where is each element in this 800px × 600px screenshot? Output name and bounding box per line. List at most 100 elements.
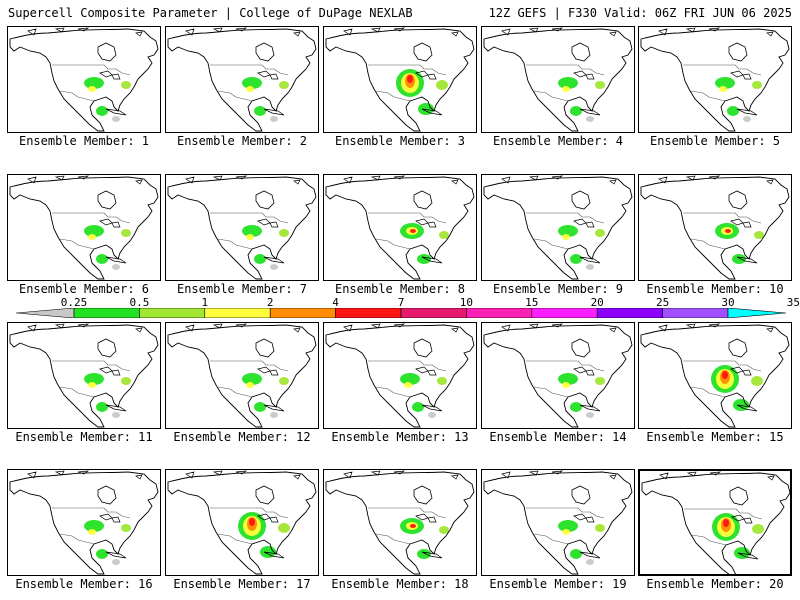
caribbean-islands	[736, 404, 758, 412]
scp-contour	[410, 524, 416, 528]
run-valid-time: 12Z GEFS | F330 Valid: 06Z FRI JUN 06 20…	[488, 6, 792, 20]
coastline	[483, 324, 633, 428]
colorbar-tick-label: 4	[332, 296, 339, 309]
member-map	[640, 323, 790, 428]
us-canada-border	[526, 212, 605, 224]
arctic-islands	[501, 323, 617, 333]
caribbean-islands	[421, 256, 443, 264]
hudson-bay	[255, 190, 275, 210]
colorbar-tick-label: 25	[655, 296, 670, 309]
scp-contour	[270, 116, 278, 122]
us-mexico-border	[533, 90, 569, 102]
us-canada-border	[368, 360, 447, 372]
arctic-islands	[343, 323, 459, 333]
coastline	[325, 176, 475, 280]
great-lakes	[257, 366, 279, 376]
hudson-bay	[571, 190, 591, 210]
scp-contour	[112, 559, 120, 565]
hudson-bay	[728, 338, 748, 358]
ensemble-member-label: Ensemble Member: 7	[176, 282, 308, 296]
hudson-bay	[728, 42, 748, 62]
coastline	[640, 28, 790, 132]
caribbean-islands	[579, 404, 601, 412]
scp-contour	[404, 382, 412, 388]
us-canada-border	[52, 360, 131, 372]
scp-contour	[410, 229, 416, 233]
hudson-bay	[97, 338, 117, 358]
scp-contour	[439, 526, 449, 534]
colorbar	[16, 308, 786, 318]
scp-contour	[407, 75, 413, 83]
great-lakes	[99, 218, 121, 228]
coastline	[9, 471, 159, 575]
member-map	[167, 27, 317, 132]
caribbean-islands	[105, 551, 127, 559]
scp-contour	[279, 229, 289, 237]
caribbean-islands	[105, 108, 127, 116]
ensemble-member-label: Ensemble Member: 11	[15, 430, 153, 444]
caribbean-islands	[737, 552, 759, 560]
us-mexico-border	[59, 533, 95, 545]
scp-contour	[242, 77, 262, 89]
colorbar-segment	[596, 308, 663, 318]
great-lakes	[573, 218, 595, 228]
scp-contour	[570, 254, 582, 264]
scp-contour	[558, 373, 578, 385]
us-canada-border	[52, 507, 131, 519]
member-map	[325, 27, 475, 132]
arctic-islands	[185, 323, 301, 333]
colorbar-tick-label: 7	[397, 296, 405, 309]
ensemble-member-panel	[165, 26, 319, 133]
ensemble-member-label: Ensemble Member: 2	[176, 134, 308, 148]
ensemble-member-label: Ensemble Member: 16	[15, 577, 153, 591]
us-canada-border	[52, 212, 131, 224]
member-map	[483, 470, 633, 575]
caribbean-islands	[421, 404, 443, 412]
great-lakes	[415, 218, 437, 228]
colorbar-segment	[662, 308, 729, 318]
colorbar-segment	[531, 308, 598, 318]
scp-contour	[254, 402, 266, 412]
ensemble-member-label: Ensemble Member: 8	[334, 282, 466, 296]
colorbar-tick-label: 0.25	[60, 296, 88, 309]
great-lakes	[257, 218, 279, 228]
hudson-bay	[729, 486, 749, 506]
scp-contour	[595, 81, 605, 89]
colorbar-tick-label: 15	[525, 296, 539, 309]
scp-contour	[121, 81, 131, 89]
caribbean-islands	[263, 551, 285, 559]
scp-contour	[722, 371, 728, 379]
us-canada-border	[368, 212, 447, 224]
scp-contour	[121, 524, 131, 532]
arctic-islands	[343, 470, 459, 480]
colorbar-segment	[204, 308, 271, 318]
scp-contour	[752, 524, 764, 534]
us-canada-border	[683, 212, 762, 224]
us-canada-border	[210, 212, 289, 224]
arctic-islands	[185, 27, 301, 37]
colorbar-min-arrow	[16, 308, 75, 318]
scp-contour	[570, 402, 582, 412]
scp-contour	[558, 520, 578, 532]
coastline	[9, 176, 159, 280]
caribbean-islands	[105, 256, 127, 264]
us-canada-border	[210, 64, 289, 76]
colorbar-segment	[269, 308, 336, 318]
us-mexico-border	[217, 238, 253, 250]
great-lakes	[573, 366, 595, 376]
ensemble-member-label: Ensemble Member: 1	[18, 134, 150, 148]
us-mexico-border	[375, 386, 411, 398]
us-mexico-border	[59, 386, 95, 398]
ensemble-member-label: Ensemble Member: 3	[334, 134, 466, 148]
great-lakes	[257, 70, 279, 80]
ensemble-member-label: Ensemble Member: 5	[649, 134, 781, 148]
scp-contour	[417, 549, 431, 559]
scp-contour	[719, 86, 727, 92]
ensemble-member-panel	[165, 322, 319, 429]
us-mexico-border	[690, 238, 726, 250]
scp-contour	[242, 373, 262, 385]
caribbean-islands	[263, 256, 285, 264]
member-map	[9, 27, 159, 132]
ensemble-member-panel	[323, 174, 477, 281]
scp-contour	[84, 225, 104, 237]
